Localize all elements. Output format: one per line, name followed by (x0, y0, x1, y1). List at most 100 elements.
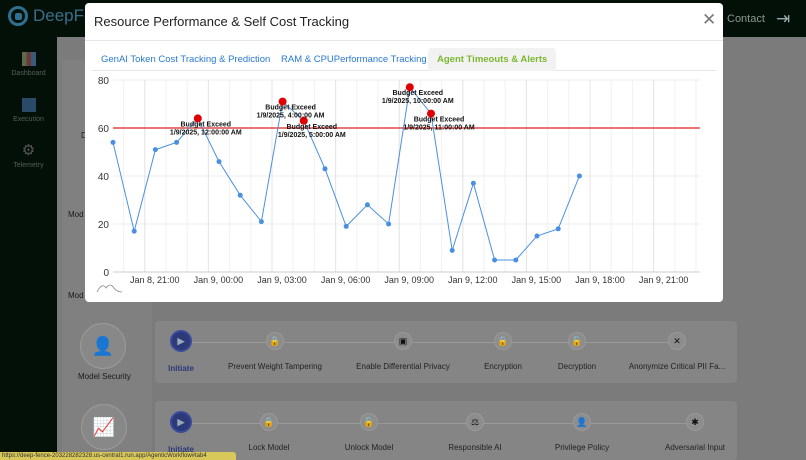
workflow-step[interactable]: ⚖ Responsible AI (415, 413, 535, 452)
workflow-step[interactable]: ▣ Enable Differential Privacy (343, 332, 463, 371)
sidebar-label: Telemetry (13, 162, 44, 169)
chart-icon (21, 52, 36, 66)
series-line (112, 86, 580, 261)
workflow-step[interactable]: ▶ Initiate (121, 330, 241, 373)
alert-time: 1/9/2025, 10:00:00 AM (382, 98, 454, 105)
alert-time: 1/9/2025, 5:00:00 AM (278, 132, 346, 139)
x-tick-label: Jan 9, 15:00 (512, 275, 562, 285)
data-point (216, 159, 222, 165)
contact-link[interactable]: Contact (727, 13, 765, 25)
data-point (492, 257, 498, 263)
x-tick-label: Jan 8, 21:00 (130, 275, 180, 285)
data-point (534, 233, 540, 239)
data-point (449, 247, 455, 253)
alert-point (427, 109, 435, 118)
divider (85, 40, 723, 41)
sidebar: Dashboard Execution ⚙ Telemetry (0, 37, 57, 460)
stage-label: Mod (68, 291, 84, 300)
workflow-step[interactable]: ▶ Initiate (121, 411, 241, 454)
x-tick-label: Jan 9, 12:00 (448, 275, 498, 285)
sidebar-item-telemetry[interactable]: ⚙ Telemetry (0, 142, 57, 169)
workflow-step[interactable]: 🔓 Unlock Model (309, 413, 429, 452)
step-label: Unlock Model (344, 443, 394, 452)
y-tick-label: 40 (98, 172, 110, 183)
workflow-step[interactable]: 🔒 Encryption (443, 332, 563, 371)
step-label: Encryption (484, 362, 522, 371)
alert-point (278, 97, 287, 106)
alert-label: Budget Exceed (287, 124, 338, 131)
range-navigator-icon (96, 284, 123, 293)
stage-label: Model Security (78, 372, 131, 381)
data-point (322, 166, 328, 172)
step-label: Anonymize Critical PII Fa... (628, 362, 726, 371)
sidebar-item-execution[interactable]: Execution (0, 98, 57, 123)
data-point (343, 223, 349, 229)
alert-label: Budget Exceed (393, 90, 444, 97)
data-point (555, 226, 561, 232)
privacy-icon: ▣ (394, 332, 412, 350)
data-point (258, 219, 264, 225)
model-security-stage[interactable]: 👤 (80, 323, 126, 369)
alert-time: 1/9/2025, 4:00:00 AM (257, 113, 325, 120)
alert-point (193, 114, 202, 123)
lock-icon: 🔒 (494, 332, 512, 350)
scale-icon: ⚖ (466, 413, 484, 431)
data-point (174, 139, 180, 145)
step-label: Privilege Policy (554, 443, 610, 452)
monitoring-stage[interactable]: 📈 (81, 404, 127, 450)
gear-icon: ⚙ (21, 142, 36, 159)
data-point (470, 180, 476, 186)
sidebar-item-dashboard[interactable]: Dashboard (0, 52, 57, 77)
close-icon[interactable]: ✕ (702, 10, 717, 29)
workflow-step[interactable]: 🔓 Decryption (517, 332, 637, 371)
tab-agent-timeouts[interactable]: Agent Timeouts & Alerts (428, 48, 557, 71)
data-point (386, 221, 392, 227)
step-connector (181, 423, 695, 424)
alert-label: Budget Exceed (265, 105, 316, 112)
step-label: Initiate (168, 445, 194, 454)
data-point (576, 173, 582, 179)
y-tick-label: 60 (98, 124, 110, 135)
tab-token-cost[interactable]: GenAI Token Cost Tracking & Prediction (101, 54, 271, 65)
user-lock-icon: 👤 (573, 413, 591, 431)
workflow-step[interactable]: 🔒 Lock Model (209, 413, 329, 452)
tab-bar: GenAI Token Cost Tracking & Prediction R… (92, 48, 716, 71)
unlock-icon: 🔓 (568, 332, 586, 350)
step-label: Lock Model (248, 443, 290, 452)
workflow-step[interactable]: ✱ Adversarial Input (635, 413, 755, 452)
alert-label: Budget Exceed (414, 117, 465, 124)
y-tick-label: 20 (98, 220, 110, 231)
tab-ram-cpu[interactable]: RAM & CPUPerformance Tracking (281, 54, 427, 65)
step-label: Prevent Weight Tampering (228, 362, 322, 371)
line-chart-icon: 📈 (92, 416, 116, 437)
data-point (237, 192, 243, 198)
workflow-step[interactable]: 🔒 Prevent Weight Tampering (215, 332, 335, 371)
y-tick-label: 80 (98, 76, 110, 87)
data-point (364, 202, 370, 208)
workflow-step[interactable]: ✕ Anonymize Critical PII Fa... (617, 332, 737, 371)
alert-point (299, 116, 308, 125)
play-icon: ▶ (170, 411, 192, 433)
modal-title: Resource Performance & Self Cost Trackin… (94, 14, 350, 29)
data-point (131, 228, 137, 234)
step-label: Initiate (168, 364, 194, 373)
workflow-step[interactable]: 👤 Privilege Policy (522, 413, 642, 452)
sidebar-label: Execution (13, 116, 44, 123)
data-point (110, 139, 116, 145)
play-icon (21, 98, 36, 112)
bug-icon: ✱ (686, 413, 704, 431)
step-label: Responsible AI (448, 443, 502, 452)
step-connector (181, 342, 677, 343)
stage-label: Mod (68, 210, 84, 219)
x-tick-label: Jan 9, 00:00 (194, 275, 244, 285)
unlock-icon: 🔓 (360, 413, 378, 431)
sidebar-label: Dashboard (11, 70, 46, 77)
status-url: https://deep-fence-203228282328.us-centr… (0, 452, 236, 460)
alert-time: 1/9/2025, 11:00:00 AM (403, 125, 475, 132)
workflow-row-monitoring (155, 401, 737, 460)
workflow-row-security (155, 321, 737, 383)
login-icon[interactable]: ⇥ (776, 9, 791, 28)
lock-icon: 🔒 (266, 332, 284, 350)
step-label: Adversarial Input (664, 443, 726, 452)
x-tick-label: Jan 9, 18:00 (575, 275, 625, 285)
